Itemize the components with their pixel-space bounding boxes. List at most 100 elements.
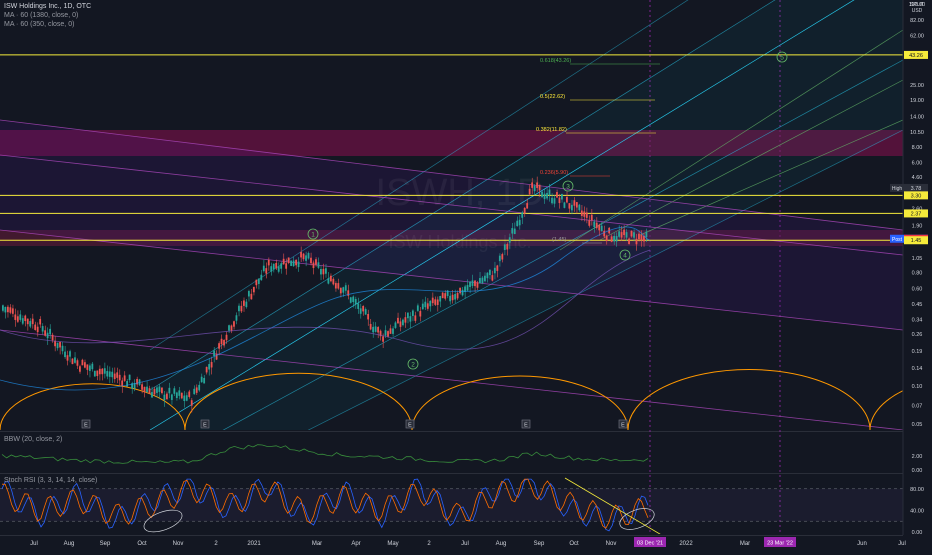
candle-body <box>96 370 99 377</box>
time-tick: Jul <box>898 541 906 547</box>
candle-body <box>243 300 245 306</box>
earnings-marker <box>405 419 415 429</box>
chart-title: ISW Holdings Inc., 1D, OTC <box>4 3 92 10</box>
candle-body <box>516 220 519 227</box>
candle-body <box>91 363 94 370</box>
candle-body <box>322 268 325 275</box>
price-tick: 14.00 <box>910 114 924 120</box>
cycle-arc <box>411 375 629 430</box>
candle-body <box>210 362 213 368</box>
candle-body <box>600 225 603 232</box>
time-tick: Oct <box>137 541 147 547</box>
candle-body <box>175 392 178 398</box>
candle-body <box>255 279 258 286</box>
candle-body <box>252 286 255 293</box>
candle-body <box>228 325 230 331</box>
stoch-tick: 40.00 <box>910 508 924 514</box>
candle-body <box>625 232 628 238</box>
stoch-legend[interactable]: Stoch RSI (3, 3, 14, 14, close) <box>4 477 98 484</box>
candle-body <box>310 257 312 264</box>
ma-legend-2[interactable]: MA · 60 (350, close, 0) <box>4 21 75 28</box>
candle-body <box>173 388 176 394</box>
price-badge-bg <box>904 191 928 200</box>
time-tick: 2022 <box>679 541 693 547</box>
price-tick: 25.00 <box>910 83 924 89</box>
candle-body <box>436 299 439 305</box>
time-tick: Aug <box>64 541 75 547</box>
candle-body <box>19 314 22 320</box>
candle-body <box>620 232 623 238</box>
candle-body <box>56 342 59 349</box>
candle-body <box>146 386 148 393</box>
price-badge: 1.45 <box>904 236 928 245</box>
candle-body <box>329 275 332 282</box>
candle-body <box>34 324 37 331</box>
bbw-legend[interactable]: BBW (20, close, 2) <box>4 436 63 443</box>
candle-body <box>643 235 645 242</box>
resistance-line <box>0 329 903 430</box>
candle-body <box>491 275 494 281</box>
candle-body <box>302 253 305 260</box>
candle-body <box>165 393 168 400</box>
price-tick: 62.00 <box>910 33 924 39</box>
candle-body <box>205 366 208 373</box>
price-tick: 0.34 <box>912 317 923 323</box>
candle-body <box>24 315 27 322</box>
candle-body <box>317 262 320 268</box>
price-tick: 4.60 <box>912 175 923 181</box>
candle-body <box>272 263 275 270</box>
candle-body <box>546 192 548 199</box>
candle-body <box>225 334 228 341</box>
ma-legend-1[interactable]: MA · 60 (1380, close, 0) <box>4 12 79 19</box>
pitchfork-line <box>149 0 855 430</box>
candle-body <box>41 326 44 332</box>
price-tick: 0.10 <box>912 384 923 390</box>
candle-body <box>384 330 387 336</box>
candle-body <box>61 345 64 352</box>
time-tick: Mar <box>740 541 750 547</box>
wave-label: 1 <box>311 231 315 238</box>
candle-body <box>610 236 613 242</box>
candle-body <box>195 387 198 393</box>
price-tick: 0.14 <box>912 366 923 372</box>
candle-body <box>459 287 461 294</box>
candle-body <box>185 395 188 401</box>
candle-body <box>198 384 201 391</box>
price-tick: 8.00 <box>912 145 923 151</box>
candle-body <box>300 251 302 258</box>
wave-label: 4 <box>623 252 627 259</box>
candle-body <box>213 350 215 357</box>
stoch-trendline <box>564 477 661 534</box>
candle-body <box>29 321 32 327</box>
candle-body <box>161 387 163 394</box>
candle-body <box>193 388 196 395</box>
candle-body <box>158 386 161 392</box>
candle-body <box>354 298 357 305</box>
price-badge-bg <box>904 50 928 59</box>
candle-body <box>444 293 447 299</box>
candle-body <box>419 311 422 317</box>
price-badge-value: 1.45 <box>911 238 922 244</box>
candle-body <box>623 229 625 236</box>
candle-body <box>374 326 377 332</box>
candle-body <box>26 318 29 325</box>
candle-body <box>81 359 84 366</box>
earnings-label: E <box>84 423 88 429</box>
candle-body <box>456 292 459 299</box>
candle-body <box>645 231 648 238</box>
candle-body <box>528 188 531 195</box>
candle-body <box>265 268 268 274</box>
candle-body <box>573 200 576 206</box>
candle-body <box>290 260 293 266</box>
candle-body <box>377 327 379 333</box>
candle-body <box>561 194 563 200</box>
candle-body <box>307 253 310 259</box>
price-badge-value: 43.26 <box>909 53 923 59</box>
resistance-line <box>0 229 903 331</box>
time-highlight: 03 Dec '21 <box>634 537 666 547</box>
fib-label: 0.618(43.26) <box>540 58 571 64</box>
candle-body <box>143 386 146 393</box>
candle-body <box>481 277 484 284</box>
candle-body <box>362 305 365 312</box>
